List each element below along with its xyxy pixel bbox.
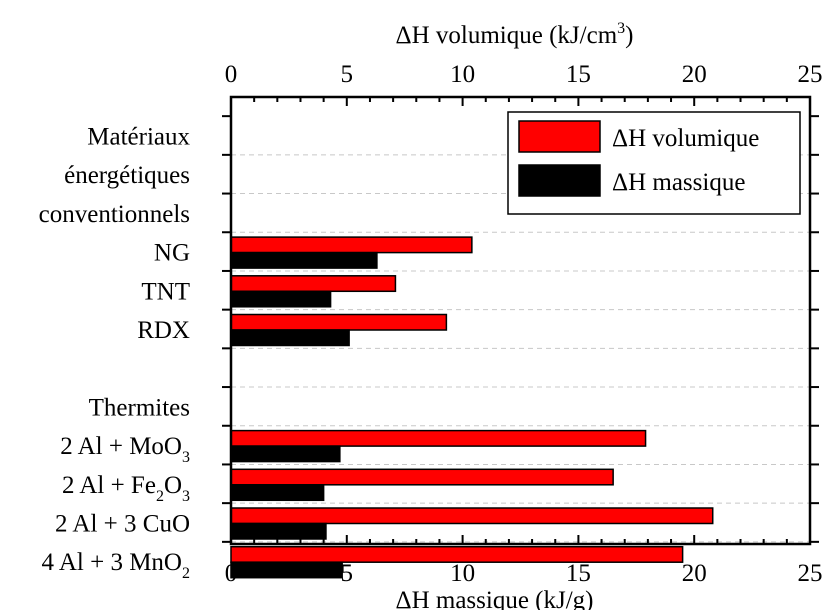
- x-tick-label-bottom: 0: [225, 560, 238, 587]
- category-label-part: énergétiques: [64, 162, 190, 189]
- category-label-part: 2 Al + 3 CuO: [55, 511, 190, 538]
- tick-labels: 0 0 5 5 10 10 15 15 20 20 25 25: [225, 61, 823, 587]
- x-axis-title-top-main: ΔH volumique (kJ/cm: [396, 22, 618, 49]
- category-label: Thermites: [89, 394, 190, 421]
- axis-ticks: [222, 97, 819, 544]
- category-label-subscript: 3: [182, 488, 190, 505]
- bar-massique: [230, 522, 327, 540]
- x-tick-label-top: 20: [682, 61, 707, 88]
- category-labels: Matériaux énergétiques conventionnels NG TNT…: [39, 124, 191, 583]
- category-label: RDX: [137, 317, 190, 344]
- category-label-part: conventionnels: [39, 201, 190, 228]
- category-label: NG: [154, 240, 190, 267]
- category-label-subscript: 2: [156, 488, 164, 505]
- bars: [230, 236, 714, 579]
- bar-massique: [230, 445, 341, 463]
- x-axis-title-top-sup: 3: [617, 20, 625, 37]
- bar-volumique: [230, 507, 714, 525]
- x-tick-label-bottom: 15: [566, 560, 591, 587]
- bar-volumique: [230, 275, 397, 293]
- bar-volumique: [230, 468, 614, 486]
- x-axis-title-bottom: ΔH massique (kJ/g): [396, 587, 594, 610]
- bar-massique: [230, 329, 350, 347]
- plot-frame: [229, 95, 812, 546]
- x-tick-label-bottom: 20: [682, 560, 707, 587]
- x-axis-title-top-suffix: ): [625, 22, 633, 49]
- category-label: 2 Al + Fe2O3: [62, 472, 190, 505]
- category-label-part: Matériaux: [87, 124, 190, 151]
- category-label: énergétiques: [64, 162, 190, 189]
- category-label-part: NG: [154, 240, 190, 267]
- category-label-part: TNT: [141, 278, 190, 305]
- category-label-part: Thermites: [89, 394, 190, 421]
- bar-volumique: [230, 429, 647, 447]
- category-label: Matériaux: [87, 124, 190, 151]
- x-tick-label-bottom: 5: [341, 560, 354, 587]
- legend-swatch-volumique: [518, 120, 601, 153]
- bar-massique: [230, 251, 378, 269]
- x-tick-label-top: 5: [341, 61, 354, 88]
- category-label-part: 2 Al + Fe: [62, 472, 156, 499]
- category-label: 2 Al + MoO3: [60, 433, 190, 466]
- category-label-subscript: 2: [182, 565, 190, 582]
- legend-label-massique: ΔH massique: [612, 169, 745, 196]
- category-label: 2 Al + 3 CuO: [55, 511, 190, 538]
- x-tick-label-top: 10: [450, 61, 475, 88]
- x-tick-label-bottom: 10: [450, 560, 475, 587]
- category-label-part: O: [164, 472, 182, 499]
- category-label-part: 2 Al + MoO: [60, 433, 182, 460]
- x-tick-label-top: 15: [566, 61, 591, 88]
- x-axis-title-top: ΔH volumique (kJ/cm3): [396, 20, 634, 49]
- bar-massique: [230, 290, 332, 308]
- category-label: 4 Al + 3 MnO2: [41, 549, 190, 582]
- legend: ΔH volumique ΔH massique: [507, 111, 801, 215]
- category-label: TNT: [141, 278, 190, 305]
- bar-massique: [230, 484, 325, 502]
- bar-volumique: [230, 545, 684, 563]
- x-tick-label-top: 0: [225, 61, 238, 88]
- bar-volumique: [230, 236, 473, 254]
- bar-volumique: [230, 313, 448, 331]
- legend-label-volumique: ΔH volumique: [612, 125, 759, 152]
- category-label-part: RDX: [137, 317, 190, 344]
- category-label-part: 4 Al + 3 MnO: [41, 549, 182, 576]
- legend-swatch-massique: [518, 164, 601, 197]
- category-label: conventionnels: [39, 201, 190, 228]
- category-label-subscript: 3: [182, 449, 190, 466]
- bar-massique: [230, 561, 343, 579]
- x-tick-label-top: 25: [798, 61, 823, 88]
- x-tick-label-bottom: 25: [798, 560, 823, 587]
